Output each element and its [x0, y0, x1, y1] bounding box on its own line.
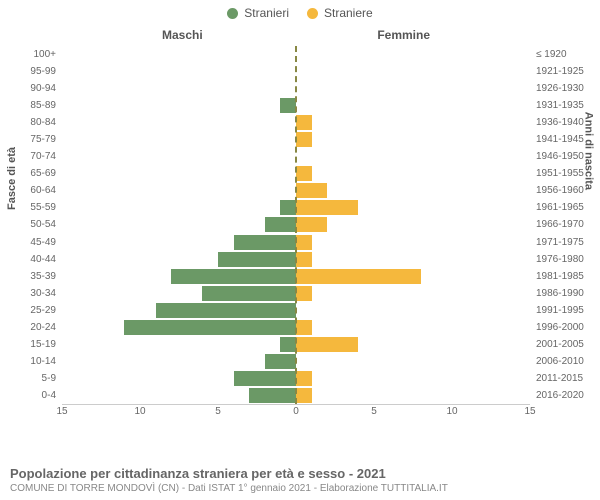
age-label: 65-69 — [0, 165, 56, 182]
bar-male — [124, 320, 296, 335]
pyramid-chart: Maschi Femmine 100+≤ 192095-991921-19259… — [62, 28, 530, 428]
age-label: 15-19 — [0, 336, 56, 353]
birth-label: 2001-2005 — [536, 336, 598, 353]
bar-male — [234, 371, 296, 386]
birth-label: 1956-1960 — [536, 182, 598, 199]
birth-label: 1941-1945 — [536, 131, 598, 148]
x-tick: 10 — [446, 406, 457, 417]
bar-male — [218, 252, 296, 267]
bar-male — [280, 200, 296, 215]
age-label: 85-89 — [0, 97, 56, 114]
x-tick: 10 — [134, 406, 145, 417]
birth-label: 1981-1985 — [536, 268, 598, 285]
bar-female — [296, 217, 327, 232]
birth-label: 2011-2015 — [536, 370, 598, 387]
age-label: 5-9 — [0, 370, 56, 387]
birth-label: 1946-1950 — [536, 148, 598, 165]
bar-male — [234, 235, 296, 250]
bar-female — [296, 337, 358, 352]
birth-label: 1996-2000 — [536, 319, 598, 336]
age-label: 80-84 — [0, 114, 56, 131]
birth-label: 1951-1955 — [536, 165, 598, 182]
age-label: 40-44 — [0, 251, 56, 268]
birth-label: 1986-1990 — [536, 285, 598, 302]
legend-male: Stranieri — [227, 6, 289, 20]
bar-female — [296, 200, 358, 215]
birth-label: 2006-2010 — [536, 353, 598, 370]
center-line — [295, 46, 297, 404]
bar-male — [249, 388, 296, 403]
age-label: 45-49 — [0, 234, 56, 251]
bar-female — [296, 371, 312, 386]
header-female: Femmine — [377, 28, 430, 42]
legend-female-swatch — [307, 8, 318, 19]
birth-label: 1971-1975 — [536, 234, 598, 251]
x-tick: 15 — [56, 406, 67, 417]
header-male: Maschi — [162, 28, 203, 42]
bar-female — [296, 235, 312, 250]
birth-label: 1991-1995 — [536, 302, 598, 319]
x-tick: 5 — [215, 406, 221, 417]
x-tick: 5 — [371, 406, 377, 417]
legend-male-swatch — [227, 8, 238, 19]
bar-male — [265, 217, 296, 232]
age-label: 100+ — [0, 46, 56, 63]
age-label: 60-64 — [0, 182, 56, 199]
x-tick: 15 — [524, 406, 535, 417]
bar-male — [171, 269, 296, 284]
age-label: 0-4 — [0, 387, 56, 404]
bar-female — [296, 286, 312, 301]
birth-label: ≤ 1920 — [536, 46, 598, 63]
age-label: 25-29 — [0, 302, 56, 319]
age-label: 90-94 — [0, 80, 56, 97]
bar-male — [265, 354, 296, 369]
age-label: 20-24 — [0, 319, 56, 336]
age-label: 30-34 — [0, 285, 56, 302]
birth-label: 1966-1970 — [536, 216, 598, 233]
bar-female — [296, 269, 421, 284]
birth-label: 1976-1980 — [536, 251, 598, 268]
birth-label: 1936-1940 — [536, 114, 598, 131]
bar-male — [156, 303, 296, 318]
bar-female — [296, 252, 312, 267]
birth-label: 1926-1930 — [536, 80, 598, 97]
birth-label: 1961-1965 — [536, 199, 598, 216]
bar-female — [296, 115, 312, 130]
caption-subtitle: COMUNE DI TORRE MONDOVÌ (CN) - Dati ISTA… — [10, 483, 590, 494]
chart-caption: Popolazione per cittadinanza straniera p… — [10, 466, 590, 494]
legend-female: Straniere — [307, 6, 373, 20]
age-label: 75-79 — [0, 131, 56, 148]
legend-male-label: Stranieri — [244, 6, 289, 20]
birth-label: 1921-1925 — [536, 63, 598, 80]
bar-male — [280, 98, 296, 113]
bar-female — [296, 183, 327, 198]
x-tick: 0 — [293, 406, 299, 417]
birth-label: 2016-2020 — [536, 387, 598, 404]
bar-female — [296, 132, 312, 147]
birth-label: 1931-1935 — [536, 97, 598, 114]
bar-female — [296, 320, 312, 335]
bar-male — [280, 337, 296, 352]
age-label: 55-59 — [0, 199, 56, 216]
age-label: 35-39 — [0, 268, 56, 285]
legend: Stranieri Straniere — [0, 0, 600, 20]
legend-female-label: Straniere — [324, 6, 373, 20]
age-label: 70-74 — [0, 148, 56, 165]
age-label: 95-99 — [0, 63, 56, 80]
bar-male — [202, 286, 296, 301]
caption-title: Popolazione per cittadinanza straniera p… — [10, 466, 590, 481]
age-label: 50-54 — [0, 216, 56, 233]
bar-female — [296, 388, 312, 403]
age-label: 10-14 — [0, 353, 56, 370]
bar-female — [296, 166, 312, 181]
